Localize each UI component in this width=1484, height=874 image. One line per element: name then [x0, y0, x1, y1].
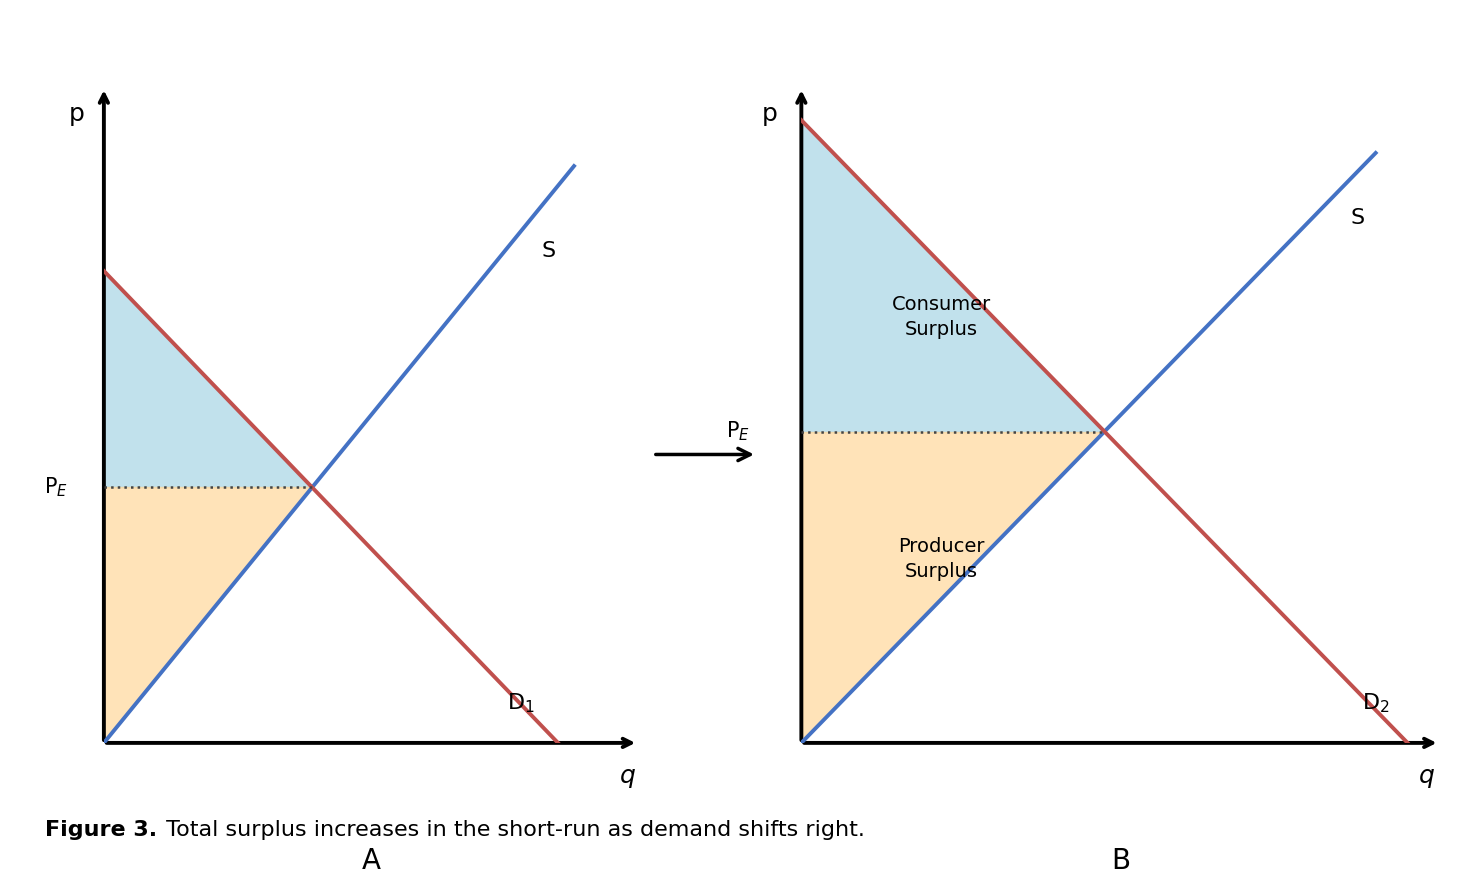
- Text: Total surplus increases in the short-run as demand shifts right.: Total surplus increases in the short-run…: [159, 821, 865, 840]
- Text: p: p: [70, 101, 85, 126]
- Text: Consumer
Surplus: Consumer Surplus: [892, 295, 991, 339]
- Text: A: A: [362, 847, 380, 874]
- Polygon shape: [801, 120, 1104, 432]
- Text: q: q: [619, 764, 635, 787]
- Text: p: p: [761, 101, 778, 126]
- Text: S: S: [1350, 209, 1364, 228]
- Text: B: B: [1112, 847, 1129, 874]
- Polygon shape: [104, 488, 312, 743]
- Text: P$_E$: P$_E$: [726, 420, 749, 443]
- Polygon shape: [104, 271, 312, 488]
- Polygon shape: [801, 432, 1104, 743]
- Text: D$_1$: D$_1$: [506, 691, 534, 716]
- Text: q: q: [1419, 764, 1435, 787]
- Text: S: S: [542, 241, 556, 261]
- Text: P$_E$: P$_E$: [45, 475, 68, 499]
- Text: D$_2$: D$_2$: [1362, 691, 1389, 716]
- Text: Producer
Surplus: Producer Surplus: [898, 538, 985, 581]
- Text: Figure 3.: Figure 3.: [45, 821, 157, 840]
